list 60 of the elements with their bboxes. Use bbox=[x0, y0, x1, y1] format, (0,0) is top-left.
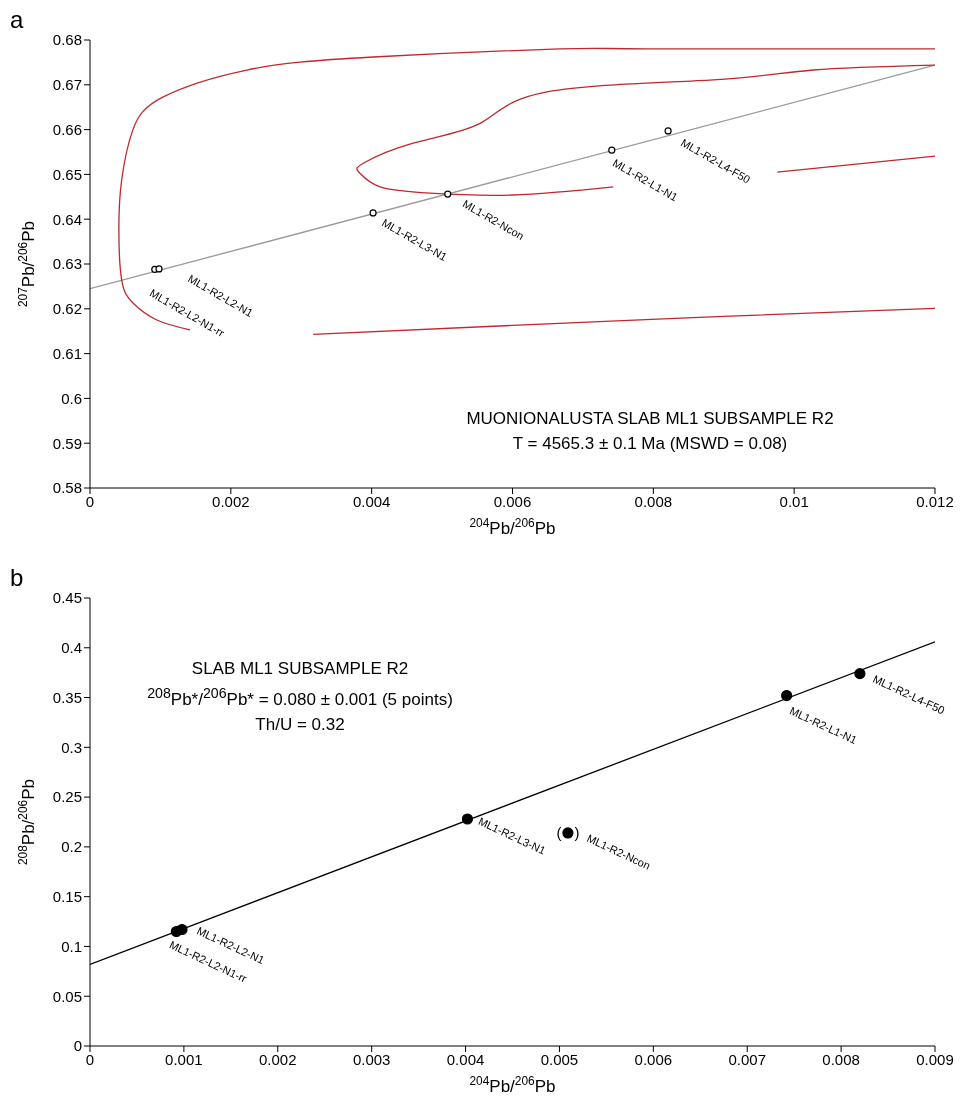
point bbox=[155, 265, 163, 273]
y-tick-label: 0.68 bbox=[52, 31, 82, 49]
point bbox=[369, 209, 377, 217]
annotation: ( bbox=[556, 823, 562, 841]
x-axis-title: $^{204}$Pb/$^{206}$Pb bbox=[469, 516, 556, 538]
x-tick-label: 0.006 bbox=[493, 492, 532, 510]
y-tick-label: 0.35 bbox=[52, 688, 82, 706]
x-tick-label: 0.01 bbox=[779, 492, 809, 510]
x-tick-label: 0.008 bbox=[634, 492, 673, 510]
x-tick-label: 0.002 bbox=[212, 492, 250, 510]
y-tick-label: 0.63 bbox=[52, 255, 82, 273]
x-tick-label: 0.012 bbox=[916, 492, 954, 510]
annotation: SLAB ML1 SUBSAMPLE R2 bbox=[190, 658, 410, 680]
y-tick-label: 0.61 bbox=[52, 344, 82, 362]
line-series bbox=[312, 307, 935, 335]
point bbox=[562, 827, 574, 839]
x-tick-label: 0.003 bbox=[352, 1050, 391, 1068]
y-tick-label: 0.4 bbox=[61, 639, 82, 657]
x-tick-label: 0.006 bbox=[634, 1050, 673, 1068]
y-tick-label: 0.25 bbox=[52, 788, 82, 806]
x-tick-label: 0.001 bbox=[165, 1050, 203, 1068]
point bbox=[176, 923, 188, 936]
y-tick-label: 0.45 bbox=[52, 589, 82, 607]
y-tick-label: 0.59 bbox=[52, 434, 82, 452]
y-tick-label: 0.05 bbox=[52, 987, 82, 1005]
point bbox=[854, 668, 866, 680]
y-tick-label: 0.1 bbox=[61, 937, 82, 955]
annotation: T = 4565.3 ± 0.1 Ma (MSWD = 0.08) bbox=[511, 433, 789, 455]
y-tick-label: 0.15 bbox=[52, 887, 82, 905]
chart-title: a bbox=[10, 6, 24, 34]
y-tick-label: 0.62 bbox=[52, 300, 82, 318]
x-tick-label: 0.004 bbox=[352, 492, 391, 510]
x-tick-label: 0.004 bbox=[446, 1050, 485, 1068]
y-tick-label: 0.66 bbox=[52, 120, 82, 138]
y-tick-label: 0.64 bbox=[52, 210, 82, 228]
x-tick-label: 0.007 bbox=[728, 1050, 766, 1068]
chart-title: b bbox=[10, 564, 24, 592]
point bbox=[608, 146, 616, 154]
x-tick-label: 0 bbox=[85, 492, 95, 510]
y-tick-label: 0.6 bbox=[61, 389, 82, 407]
annotation: MUONIONALUSTA SLAB ML1 SUBSAMPLE R2 bbox=[466, 408, 834, 430]
annotation: $^{208}$Pb*/$^{206}$Pb* = 0.080 ± 0.001 (5 points) bbox=[147, 684, 453, 711]
y-tick-label: 0.58 bbox=[52, 479, 82, 497]
point bbox=[461, 813, 474, 825]
y-tick-label: 0.67 bbox=[52, 76, 82, 94]
point bbox=[444, 190, 452, 198]
y-tick-label: 0.2 bbox=[61, 838, 82, 856]
point bbox=[664, 127, 672, 135]
y-tick-label: 0.65 bbox=[52, 165, 82, 183]
x-tick-label: 0.008 bbox=[822, 1050, 860, 1068]
point bbox=[781, 689, 793, 702]
annotation: Th/U = 0.32 bbox=[254, 713, 346, 736]
y-tick-label: 0.3 bbox=[61, 738, 82, 756]
y-tick-label: 0 bbox=[73, 1037, 82, 1055]
x-axis-title: $^{204}$Pb/$^{206}$Pb bbox=[469, 1074, 556, 1096]
annotation: ) bbox=[574, 823, 580, 841]
x-tick-label: 0.002 bbox=[259, 1050, 297, 1068]
x-tick-label: 0.005 bbox=[540, 1050, 579, 1068]
x-tick-label: 0 bbox=[85, 1050, 95, 1068]
x-tick-label: 0.009 bbox=[916, 1050, 954, 1068]
